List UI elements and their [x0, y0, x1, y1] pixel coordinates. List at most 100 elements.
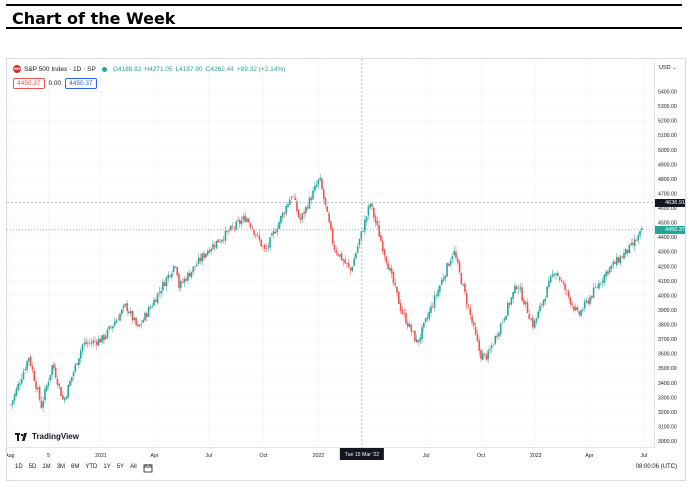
candle-body	[72, 371, 75, 377]
candle-body	[263, 245, 266, 249]
calendar-range-icon[interactable]	[143, 463, 153, 473]
candle-body	[353, 258, 355, 266]
candle-body	[471, 315, 473, 323]
timeframe-5d[interactable]: 5D	[28, 464, 37, 470]
price-axis-labels: 5400.00 5300.00 5200.00 5100.00 5000.00 4900.…	[658, 90, 677, 445]
tradingview-logo-icon	[15, 432, 27, 441]
candle-body	[28, 357, 30, 362]
timeframe-3m[interactable]: 3M	[56, 464, 66, 470]
candle-body	[412, 330, 414, 332]
timeframe-all[interactable]: All	[130, 464, 137, 470]
candle-body	[619, 256, 622, 264]
candle-body	[414, 330, 416, 342]
chevron-down-icon: ⌄	[672, 65, 677, 71]
candle-body	[641, 228, 643, 230]
candle-body	[42, 401, 44, 408]
candle-body	[201, 253, 204, 262]
candle-body	[281, 212, 284, 218]
candle-body	[126, 303, 128, 312]
y-tick-label: 3400.00	[658, 381, 677, 387]
candle-body	[176, 267, 179, 276]
timeframe-1d[interactable]: 1D	[15, 464, 23, 470]
candle-body	[144, 312, 146, 321]
candle-body	[476, 333, 479, 341]
candle-body	[396, 286, 398, 293]
chart-pane[interactable]: 500 S&P 500 Index · 1D · SP O4188.82 H42…	[7, 59, 655, 448]
candle-body	[490, 345, 493, 349]
price-plot[interactable]	[7, 59, 655, 448]
candle-body	[67, 384, 69, 398]
bottom-toolbar: Aug 5 2021 Apr Jul Oct 2022 Jul Oct 2023 Apr Jul Tue…	[7, 448, 685, 480]
timeframe-5y[interactable]: 5Y	[116, 464, 125, 470]
candle-body	[626, 249, 629, 253]
buy-price-button[interactable]: 4450.37	[65, 78, 97, 89]
candle-body	[521, 287, 523, 301]
timeframe-ytd[interactable]: YTD	[85, 464, 98, 470]
candle-body	[333, 244, 336, 251]
candle-body	[194, 266, 196, 267]
candle-body	[548, 280, 550, 288]
candle-body	[321, 178, 323, 190]
candle-body	[365, 216, 368, 222]
candle-body	[571, 303, 573, 306]
x-tick-label: Jul	[423, 453, 430, 459]
timeframe-1m[interactable]: 1M	[42, 464, 51, 470]
y-tick-label: 3600.00	[658, 352, 677, 358]
candle-body	[271, 233, 273, 236]
utc-clock[interactable]: 08:00:06 (UTC)	[635, 464, 677, 470]
ohlc-high: H4271.05	[144, 65, 173, 73]
candle-body	[290, 197, 293, 199]
candle-body	[592, 287, 595, 298]
candle-body	[399, 303, 402, 311]
candle-body	[519, 287, 522, 289]
candle-body	[215, 240, 218, 249]
candle-body	[331, 228, 334, 244]
candle-body	[423, 322, 425, 328]
candle-body	[35, 381, 37, 389]
candle-body	[45, 385, 48, 391]
candle-body	[319, 178, 321, 180]
symbol-title[interactable]: S&P 500 Index · 1D · SP	[24, 65, 96, 73]
currency-label[interactable]: USD ⌄	[659, 65, 677, 71]
candle-body	[204, 253, 207, 258]
candle-body	[79, 350, 82, 359]
time-axis[interactable]: Aug 5 2021 Apr Jul Oct 2022 Jul Oct 2023 Apr Jul Tue…	[7, 448, 655, 462]
candle-body	[565, 290, 568, 291]
candle-body	[147, 307, 150, 317]
candle-body	[13, 394, 16, 401]
candle-body	[444, 275, 447, 279]
candle-body	[542, 299, 545, 306]
candle-body	[196, 264, 198, 267]
candle-body	[47, 381, 50, 386]
candle-body	[585, 300, 588, 302]
timeframe-6m[interactable]: 6M	[71, 464, 80, 470]
candle-body	[465, 293, 468, 305]
candle-body	[510, 297, 513, 305]
candle-body	[140, 323, 143, 325]
candle-body	[464, 283, 466, 293]
candle-body	[562, 281, 565, 284]
price-axis[interactable]: 5400.00 5300.00 5200.00 5100.00 5000.00 4900.…	[655, 59, 685, 448]
candle-body	[190, 271, 193, 278]
candle-body	[296, 201, 298, 212]
candle-body	[617, 257, 620, 263]
candle-body	[53, 364, 55, 369]
chart-widget[interactable]: 500 S&P 500 Index · 1D · SP O4188.82 H42…	[6, 58, 686, 481]
x-tick-label: 5	[47, 453, 50, 459]
y-tick-label: 3100.00	[658, 424, 677, 430]
tradingview-logo[interactable]: TradingView	[15, 432, 79, 441]
timeframe-1y[interactable]: 1Y	[103, 464, 111, 470]
candle-body	[199, 257, 202, 262]
candle-body	[308, 197, 311, 209]
candle-body	[92, 340, 95, 344]
candle-body	[508, 303, 511, 305]
candle-body	[237, 220, 239, 222]
candle-body	[410, 325, 413, 332]
candle-body	[51, 365, 53, 375]
candle-body	[398, 291, 400, 304]
sell-price-button[interactable]: 4450.37	[13, 78, 45, 89]
candle-body	[435, 295, 438, 297]
candle-body	[369, 204, 372, 208]
candle-body	[315, 184, 318, 187]
y-tick-label: 5000.00	[658, 148, 677, 154]
